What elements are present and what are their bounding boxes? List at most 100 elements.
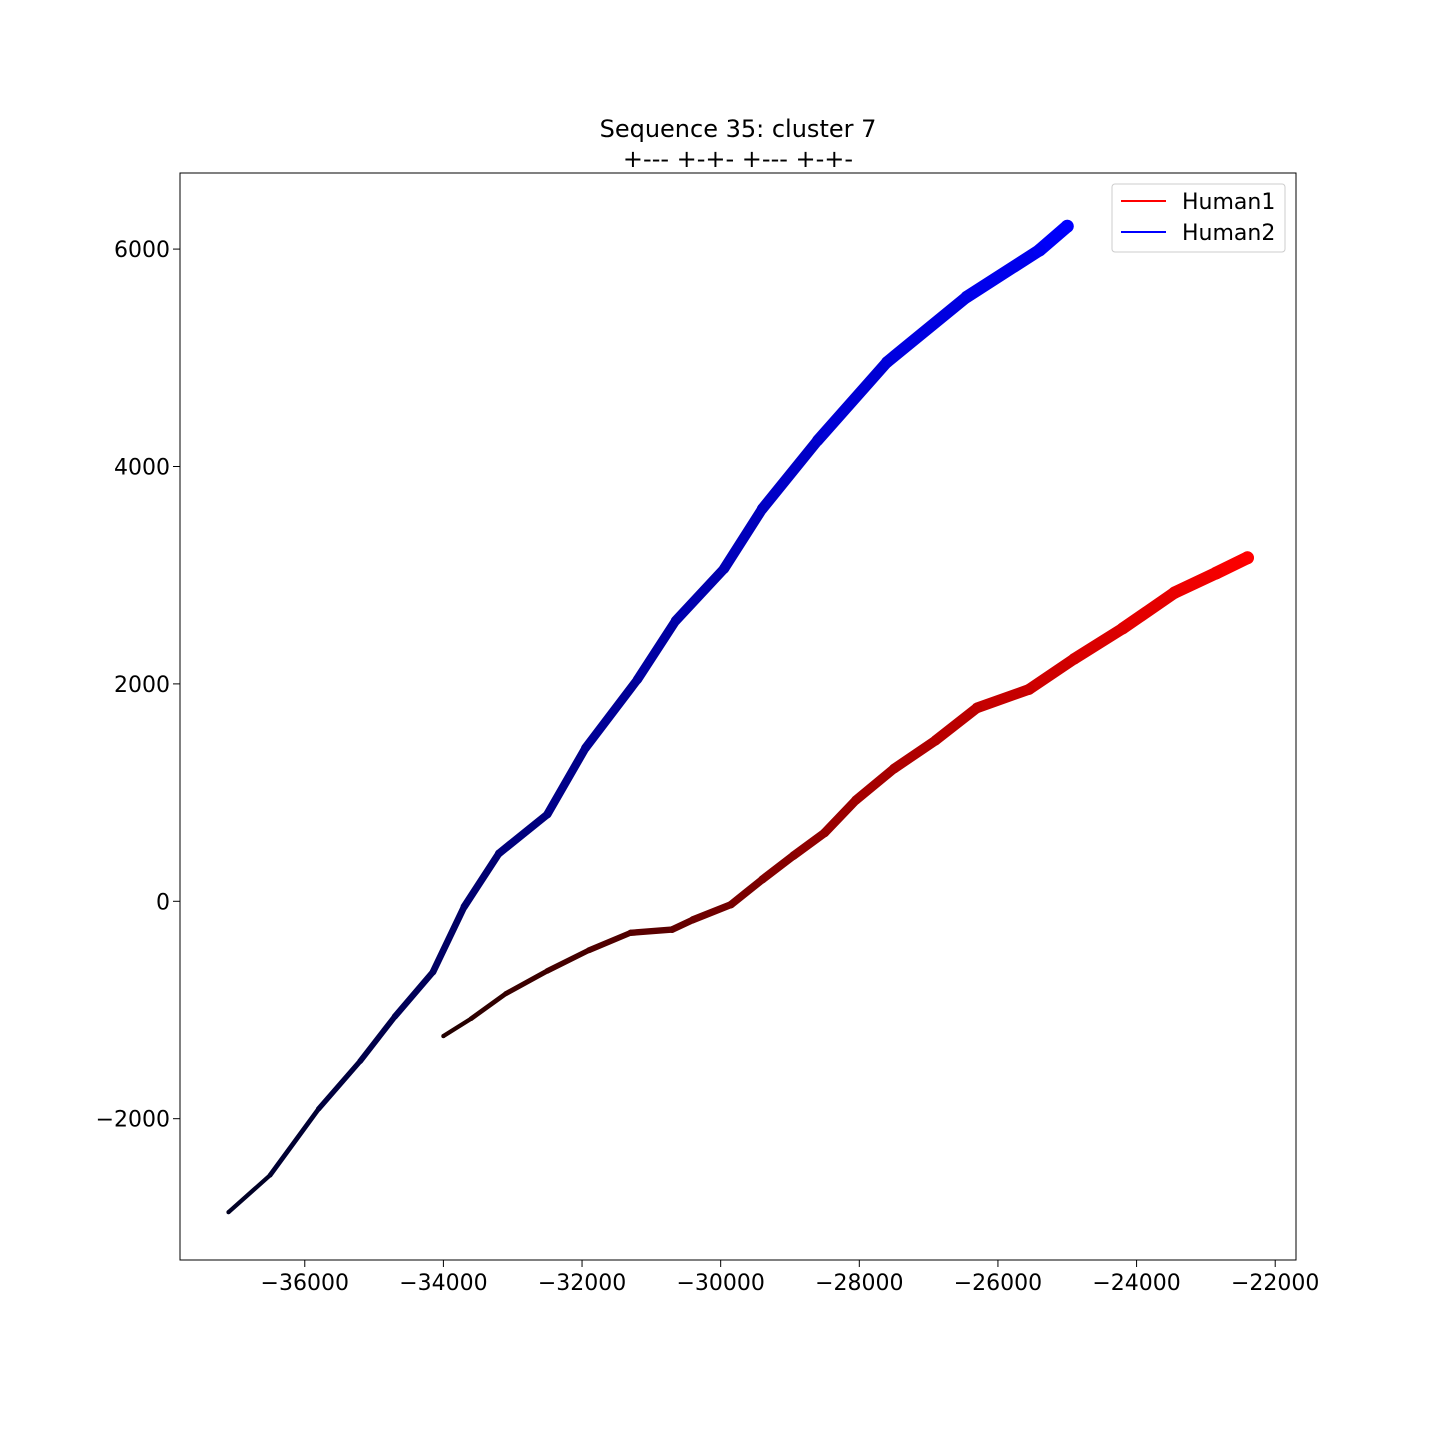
- data-point: [930, 735, 941, 746]
- series-segment: [267, 1106, 322, 1178]
- series-segment: [719, 503, 768, 574]
- data-point: [1116, 622, 1129, 635]
- series-segment: [1023, 653, 1080, 695]
- series-segment: [627, 926, 676, 936]
- series-segment: [316, 1058, 363, 1112]
- data-point: [889, 763, 899, 774]
- series-segment: [789, 828, 829, 860]
- series-human2: [226, 219, 1074, 1215]
- series-segment: [689, 900, 735, 924]
- series-segment: [586, 929, 634, 954]
- y-tick-label: 2000: [114, 673, 170, 698]
- data-point: [267, 1172, 273, 1178]
- data-point: [544, 968, 551, 974]
- data-point: [757, 503, 768, 515]
- data-point: [581, 743, 590, 753]
- x-tick-label: −30000: [676, 1271, 764, 1296]
- x-tick-label: −22000: [1231, 1271, 1319, 1296]
- data-point: [1023, 683, 1035, 695]
- data-point: [820, 828, 830, 838]
- data-point: [357, 1058, 363, 1064]
- data-point: [632, 675, 642, 685]
- series-segment: [494, 810, 552, 858]
- legend-label-human1: Human1: [1182, 190, 1275, 215]
- data-point: [758, 875, 767, 884]
- series-segment: [851, 763, 899, 805]
- series-layer: [226, 219, 1254, 1215]
- series-segment: [930, 702, 983, 746]
- data-point: [881, 356, 893, 368]
- data-point: [429, 968, 437, 976]
- data-point: [670, 616, 681, 626]
- series-segment: [881, 291, 973, 369]
- series-segment: [544, 947, 592, 974]
- x-tick-label: −32000: [538, 1271, 626, 1296]
- x-tick-label: −36000: [261, 1271, 349, 1296]
- legend: Human1 Human2: [1111, 183, 1286, 253]
- data-point: [495, 849, 503, 858]
- series-segment: [889, 735, 941, 774]
- series-segment: [668, 916, 697, 933]
- x-axis: −36000 −34000 −32000 −30000 −28000 −26000 −240…: [261, 1260, 1319, 1296]
- data-point: [719, 563, 730, 574]
- y-axis: −2000 0 2000 4000 6000: [96, 238, 180, 1133]
- series-human1: [441, 551, 1254, 1039]
- y-tick-label: 0: [156, 890, 170, 915]
- y-tick-label: −2000: [96, 1108, 170, 1133]
- series-segment: [226, 1173, 273, 1215]
- series-segment: [441, 1016, 474, 1039]
- chart-subtitle: +--- +-+- +--- +-+-: [623, 145, 853, 173]
- series-segment: [468, 991, 509, 1022]
- legend-label-human2: Human2: [1182, 221, 1275, 246]
- data-point: [1060, 219, 1074, 233]
- x-tick-label: −24000: [1092, 1271, 1180, 1296]
- data-point: [627, 929, 634, 936]
- series-segment: [960, 244, 1046, 304]
- data-point: [316, 1106, 322, 1112]
- series-segment: [820, 795, 861, 838]
- data-point: [1033, 243, 1046, 257]
- data-point: [960, 290, 973, 303]
- y-tick-label: 6000: [114, 238, 170, 263]
- series-segment: [357, 1013, 398, 1064]
- data-point: [543, 810, 552, 819]
- plot-frame: [179, 172, 1297, 1261]
- data-point: [468, 1016, 474, 1021]
- series-segment: [543, 743, 590, 819]
- x-tick-label: −26000: [954, 1271, 1042, 1296]
- data-point: [812, 434, 824, 446]
- data-point: [226, 1210, 231, 1215]
- series-segment: [812, 356, 893, 447]
- x-tick-label: −34000: [399, 1271, 487, 1296]
- data-point: [460, 903, 468, 911]
- series-segment: [632, 616, 681, 685]
- chart-title: Sequence 35: cluster 7: [600, 115, 877, 143]
- series-segment: [391, 968, 437, 1020]
- data-point: [503, 991, 509, 997]
- data-point: [851, 795, 861, 805]
- data-point: [441, 1034, 446, 1039]
- series-segment: [758, 851, 798, 884]
- data-point: [1209, 566, 1223, 580]
- data-point: [391, 1013, 398, 1020]
- series-segment: [581, 675, 642, 753]
- series-segment: [429, 903, 468, 976]
- y-tick-label: 4000: [114, 455, 170, 480]
- x-tick-label: −28000: [815, 1271, 903, 1296]
- series-segment: [670, 563, 730, 626]
- series-segment: [1068, 622, 1129, 665]
- data-point: [586, 947, 592, 954]
- series-segment: [1168, 566, 1223, 599]
- series-segment: [460, 849, 503, 911]
- series-segment: [971, 684, 1035, 714]
- data-point: [727, 900, 735, 909]
- series-segment: [503, 968, 550, 997]
- series-segment: [727, 875, 767, 909]
- data-point: [1168, 586, 1181, 599]
- series-segment: [756, 435, 824, 515]
- data-point: [1068, 653, 1080, 665]
- series-segment: [1116, 586, 1181, 635]
- data-point: [668, 926, 676, 933]
- data-point: [689, 916, 697, 924]
